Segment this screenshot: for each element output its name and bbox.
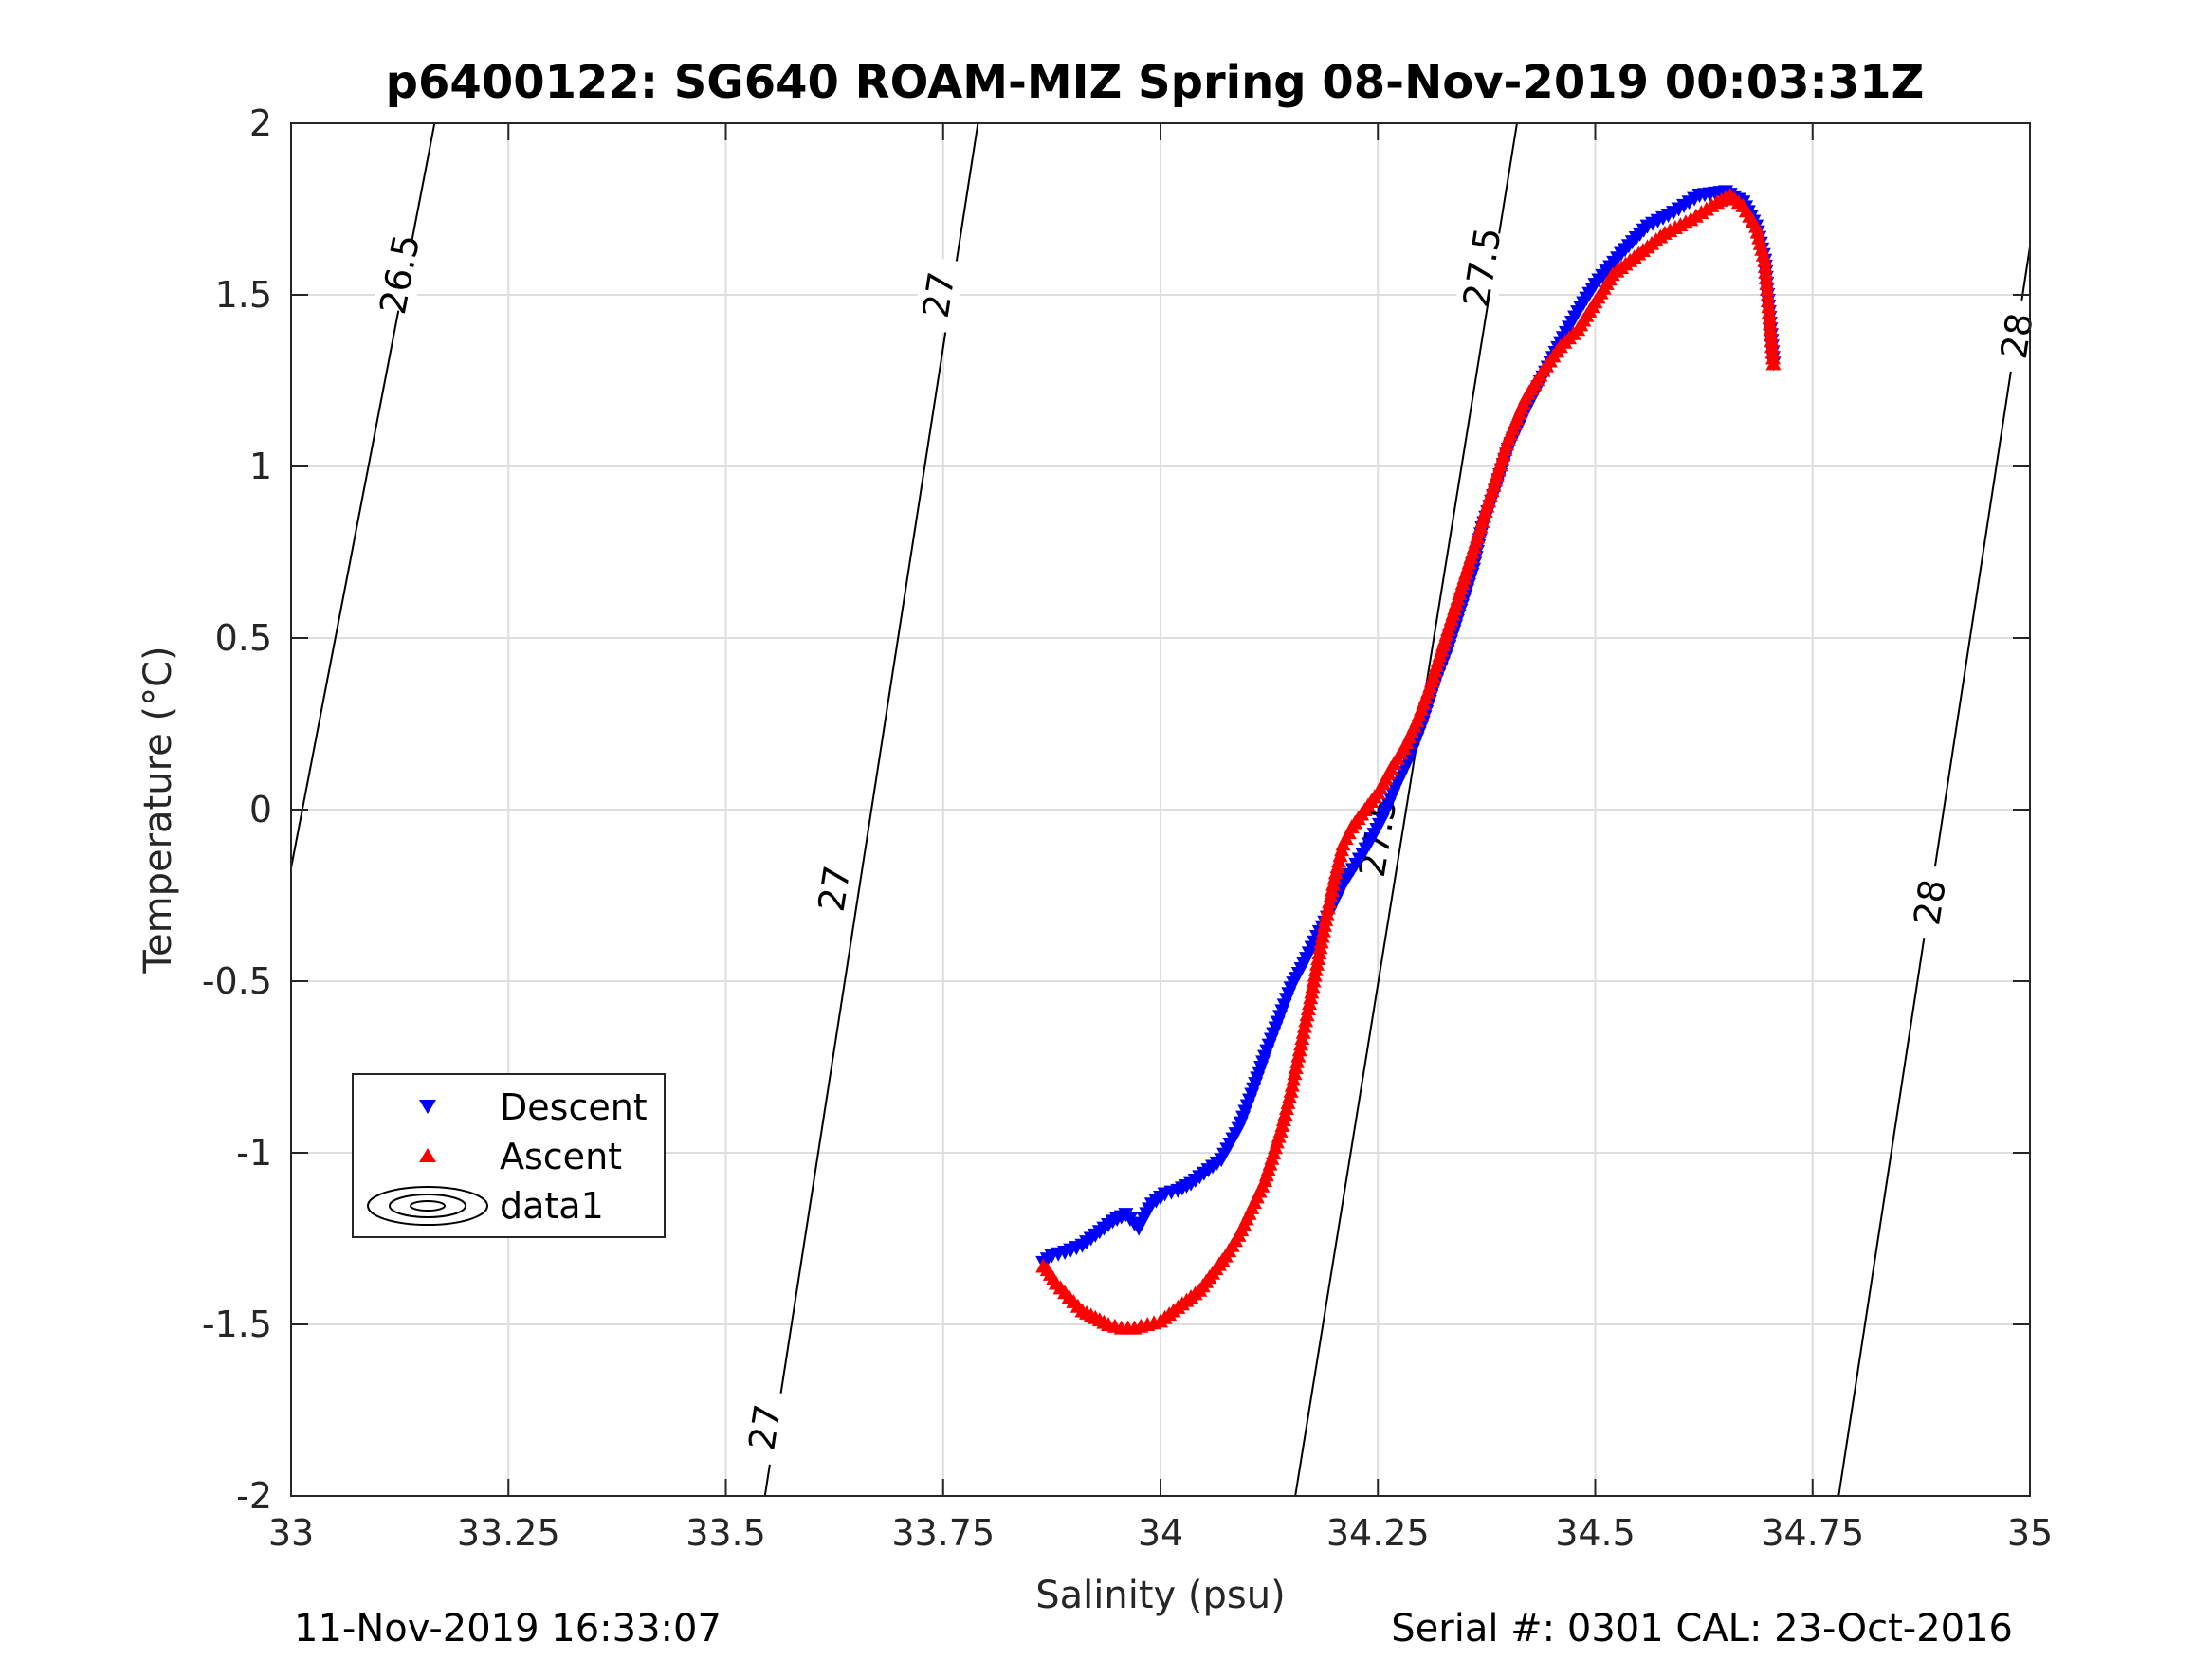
contour-label: 27 bbox=[811, 863, 859, 915]
contour-line bbox=[1294, 122, 1518, 1497]
axis-ticks: 33 33.25 33.5 33.75 34 34.25 34.5 34.75 35 -2 -1.5… bbox=[202, 102, 2053, 1554]
legend-ascent-label: Ascent bbox=[500, 1136, 622, 1177]
contour-label-bg bbox=[808, 849, 861, 928]
contour-label-bg bbox=[912, 256, 965, 334]
x-tick-label: 34.25 bbox=[1326, 1512, 1430, 1554]
x-tick-label: 33.25 bbox=[457, 1512, 560, 1554]
ascent-series bbox=[1035, 188, 1782, 1335]
y-tick-label: 0 bbox=[249, 789, 272, 830]
x-tick-label: 33.75 bbox=[891, 1512, 995, 1554]
contour-label-bg bbox=[1455, 228, 1509, 307]
contour-label: 28 bbox=[1993, 310, 2041, 361]
y-tick-label: 1.5 bbox=[215, 274, 272, 316]
x-tick-label: 33.5 bbox=[686, 1512, 766, 1554]
x-tick-label: 34 bbox=[1138, 1512, 1183, 1554]
legend-box bbox=[352, 1073, 666, 1238]
legend-descent-label: Descent bbox=[500, 1086, 648, 1128]
legend-ascent-marker bbox=[419, 1148, 436, 1162]
y-tick-label: 2 bbox=[249, 102, 272, 144]
y-tick-label: 1 bbox=[249, 446, 272, 487]
contour-label-bg bbox=[372, 234, 428, 314]
contour-label: 27 bbox=[915, 269, 963, 321]
footer-timestamp: 11-Nov-2019 16:33:07 bbox=[294, 1607, 722, 1650]
y-tick-label: -1 bbox=[236, 1132, 272, 1174]
x-tick-label: 35 bbox=[2007, 1512, 2053, 1554]
legend-contour-icon bbox=[367, 1186, 488, 1226]
contour-label: 28 bbox=[1906, 877, 1954, 928]
x-tick-label: 34.75 bbox=[1761, 1512, 1864, 1554]
legend-descent-marker bbox=[419, 1100, 436, 1114]
data-series bbox=[1035, 185, 1782, 1335]
y-tick-label: 0.5 bbox=[215, 617, 272, 659]
ascent-marker bbox=[1035, 1258, 1051, 1273]
y-tick-label: -2 bbox=[236, 1475, 272, 1517]
y-tick-label: -0.5 bbox=[202, 960, 272, 1002]
x-tick-label: 33 bbox=[268, 1512, 314, 1554]
contour-line bbox=[763, 122, 979, 1497]
legend-data1-label: data1 bbox=[500, 1185, 604, 1227]
contour-label-bg bbox=[739, 1388, 792, 1467]
footer-serial-cal: Serial #: 0301 CAL: 23-Oct-2016 bbox=[1391, 1607, 2013, 1650]
x-tick-label: 34.5 bbox=[1555, 1512, 1636, 1554]
contour-label: 27 bbox=[740, 1401, 789, 1453]
y-tick-label: -1.5 bbox=[202, 1304, 272, 1345]
y-axis-label: Temperature (°C) bbox=[137, 646, 180, 974]
x-axis-label: Salinity (psu) bbox=[1035, 1574, 1285, 1617]
legend: Descent Ascent data1 bbox=[352, 1073, 666, 1238]
chart-title: p6400122: SG640 ROAM-MIZ Spring 08-Nov-2… bbox=[386, 56, 1925, 109]
contour-label-bg bbox=[1904, 863, 1957, 941]
